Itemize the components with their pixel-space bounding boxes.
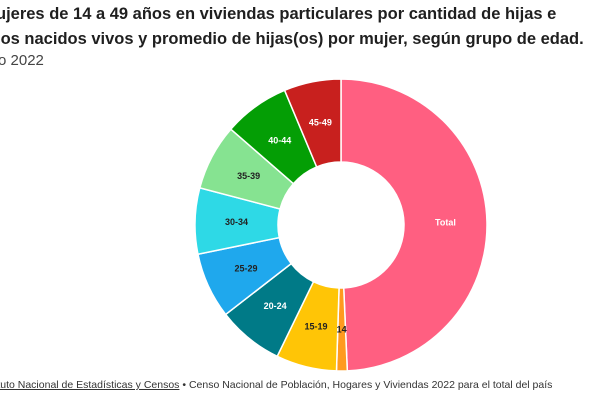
slice-total[interactable]: [340, 78, 488, 372]
chart-footer: ituto Nacional de Estadísticas y Censos …: [0, 379, 552, 391]
footer-separator: •: [179, 379, 189, 391]
donut-slices: [194, 78, 488, 372]
chart-title-line-1: ujeres de 14 a 49 años en viviendas part…: [0, 5, 557, 23]
slice-45-49[interactable]: [283, 78, 342, 168]
slice-label-15-19: 15-19: [304, 321, 327, 331]
donut-labels: Total 14 15-19 20-24 25-29 30-34 35-39 40-44 45-…: [225, 118, 456, 335]
slice-label-25-29: 25-29: [235, 264, 258, 274]
slice-label-45-49: 45-49: [309, 118, 332, 128]
slice-label-35-39: 35-39: [237, 171, 260, 181]
source-detail: Censo Nacional de Población, Hogares y V…: [188, 379, 553, 391]
slice-label-total: Total: [435, 218, 456, 228]
slice-label-20-24: 20-24: [264, 301, 287, 311]
chart-title-line-2: ios nacidos vivos y promedio de hijas(os…: [0, 30, 584, 48]
slice-label-40-44: 40-44: [268, 135, 291, 145]
slice-label-30-34: 30-34: [225, 217, 248, 227]
slice-label-14: 14: [337, 324, 347, 334]
chart-subtitle: o 2022: [0, 52, 44, 69]
source-link[interactable]: ituto Nacional de Estadísticas y Censos: [0, 379, 180, 391]
